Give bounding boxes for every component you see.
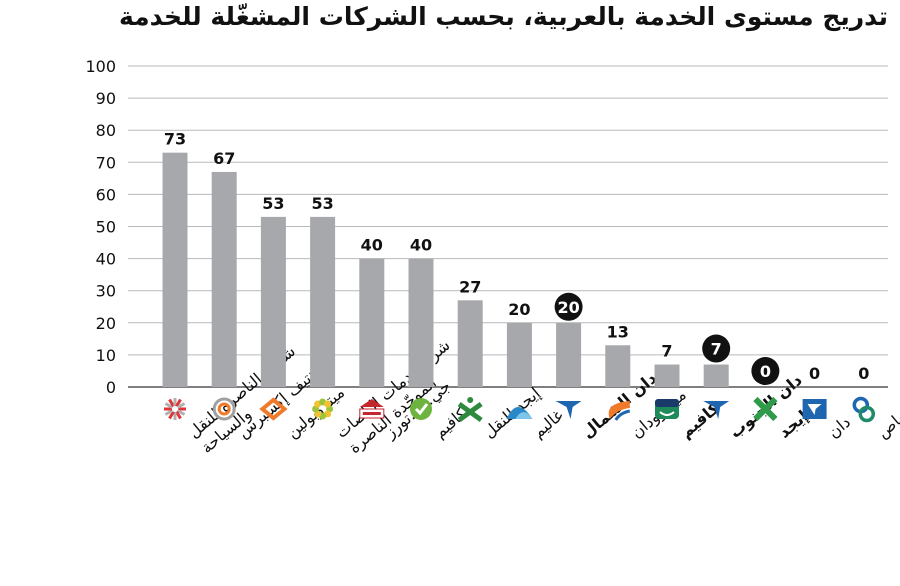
circle-check-logo-icon — [410, 398, 432, 420]
dan-bird-logo-icon — [555, 401, 582, 419]
bar-group: 0 دان — [802, 364, 854, 442]
y-tick-label: 60 — [96, 185, 116, 204]
y-tick-label: 10 — [96, 346, 116, 365]
category-label: سوبرباص — [873, 386, 900, 442]
value-label: 7 — [661, 342, 672, 361]
bar — [408, 258, 434, 387]
flower-logo-icon — [312, 398, 334, 420]
category-label-line: غاليم — [529, 406, 567, 442]
arrows-logo-icon — [259, 397, 288, 421]
value-label: 7 — [711, 340, 722, 359]
bar — [162, 152, 188, 387]
bar — [457, 300, 483, 387]
bar — [605, 345, 631, 387]
bar — [310, 216, 336, 387]
chain-logo-icon — [852, 396, 876, 423]
y-tick-label: 80 — [96, 121, 116, 140]
y-tick-label: 90 — [96, 89, 116, 108]
bar — [556, 322, 582, 387]
category-label-line: سوبرباص — [873, 386, 900, 442]
y-tick-label: 40 — [96, 250, 116, 269]
kavim-logo-icon — [655, 399, 679, 419]
value-label: 67 — [213, 149, 235, 168]
dan-box-logo-icon — [802, 399, 827, 419]
metrodan-logo-icon — [608, 401, 631, 421]
bar-group: 20 غاليم — [506, 300, 567, 442]
sunburst-logo-icon — [164, 398, 186, 420]
value-label: 53 — [311, 194, 333, 213]
dan-bird-logo-icon — [703, 401, 730, 419]
value-label: 20 — [508, 300, 530, 319]
value-badge — [554, 292, 583, 321]
y-tick-label: 100 — [85, 57, 116, 76]
value-label: 27 — [459, 277, 481, 296]
category-label: غاليم — [529, 406, 567, 442]
value-badge — [751, 357, 780, 385]
egged-x-logo-icon — [753, 396, 778, 422]
chart-title: تدريج مستوى الخدمة بالعربية، بحسب الشركا… — [118, 2, 888, 31]
ring-logo-icon — [212, 397, 236, 421]
category-label: دان — [824, 412, 854, 442]
value-label: 40 — [410, 236, 432, 255]
bar — [211, 171, 237, 387]
value-label: 13 — [607, 322, 629, 341]
value-label: 0 — [809, 364, 820, 383]
bar — [703, 364, 729, 387]
category-label-line: دان — [824, 412, 854, 442]
value-label: 53 — [262, 194, 284, 213]
value-label: 0 — [760, 362, 771, 381]
value-label: 73 — [164, 130, 186, 149]
gbt-logo-icon — [359, 399, 385, 419]
x-figure-logo-icon — [457, 397, 483, 423]
value-label: 20 — [557, 298, 579, 317]
y-tick-label: 0 — [106, 378, 116, 397]
wave-logo-icon — [506, 407, 533, 419]
bar — [654, 364, 680, 387]
value-label: 0 — [858, 364, 869, 383]
y-tick-label: 20 — [96, 314, 116, 333]
bar — [506, 322, 532, 387]
y-tick-label: 50 — [96, 218, 116, 237]
bar — [359, 258, 385, 387]
value-badge — [702, 334, 731, 363]
y-tick-label: 70 — [96, 153, 116, 172]
value-label: 40 — [361, 236, 383, 255]
bar — [260, 216, 286, 387]
y-tick-label: 30 — [96, 282, 116, 301]
